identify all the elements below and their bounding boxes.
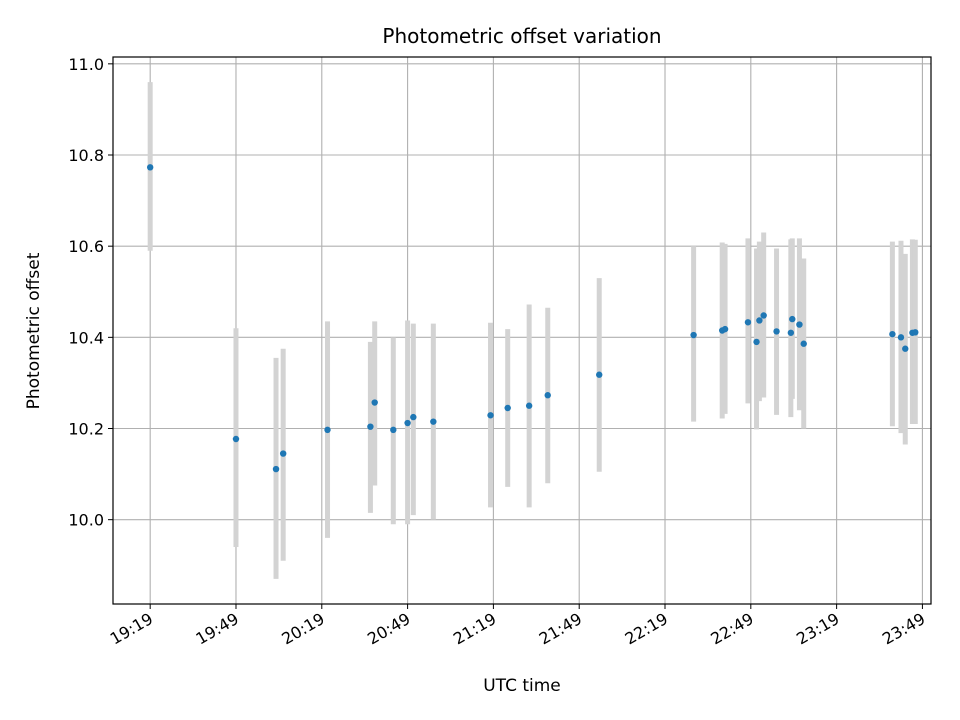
data-point [146,164,154,171]
x-tick-label: 21:19 [450,609,499,649]
y-axis-label: Photometric offset [24,252,44,409]
data-point [487,412,494,419]
data-point [787,329,795,336]
data-point [430,418,437,425]
y-tick-label: 10.0 [68,511,104,530]
data-point [390,426,397,434]
errorbars [147,82,918,579]
data-point [744,319,752,326]
data-point [912,329,919,336]
data-point [544,392,551,399]
x-tick-label: 20:49 [364,609,413,649]
data-point [902,345,909,352]
plot-frame [112,56,932,605]
data-point [279,450,287,457]
x-tick-label: 23:19 [793,609,842,649]
x-tick-label: 21:49 [536,609,585,649]
data-point [756,317,763,324]
x-tick-label: 19:49 [193,609,242,649]
x-tick-label: 20:19 [278,609,327,649]
data-point [367,423,374,430]
data-point [800,340,807,347]
chart-title: Photometric offset variation [382,24,661,48]
data-point [760,312,767,319]
data-point [773,328,780,335]
x-tick-label: 22:49 [707,609,756,649]
data-points [146,164,919,473]
y-tick-label: 10.6 [68,237,104,256]
y-tick-label: 11.0 [68,55,104,74]
data-point [889,330,896,338]
x-tick-label: 23:49 [879,609,928,649]
data-point [897,334,905,341]
y-tick-label: 10.8 [68,146,104,165]
data-point [272,465,280,473]
data-point [410,413,417,421]
data-point [504,404,511,412]
data-point [753,338,760,346]
data-point [789,315,796,323]
data-point [371,399,378,406]
data-point [525,402,533,409]
data-point [232,435,240,443]
y-tick-label: 10.4 [68,328,104,347]
data-point [404,419,411,427]
x-tick-label: 19:19 [107,609,156,649]
data-point [796,321,803,328]
data-point [596,371,603,378]
data-point [721,325,729,333]
y-tick-label: 10.2 [68,420,104,439]
data-point [324,426,331,434]
x-tick-label: 22:19 [622,609,671,649]
x-axis-label: UTC time [483,676,561,696]
data-point [690,331,697,339]
